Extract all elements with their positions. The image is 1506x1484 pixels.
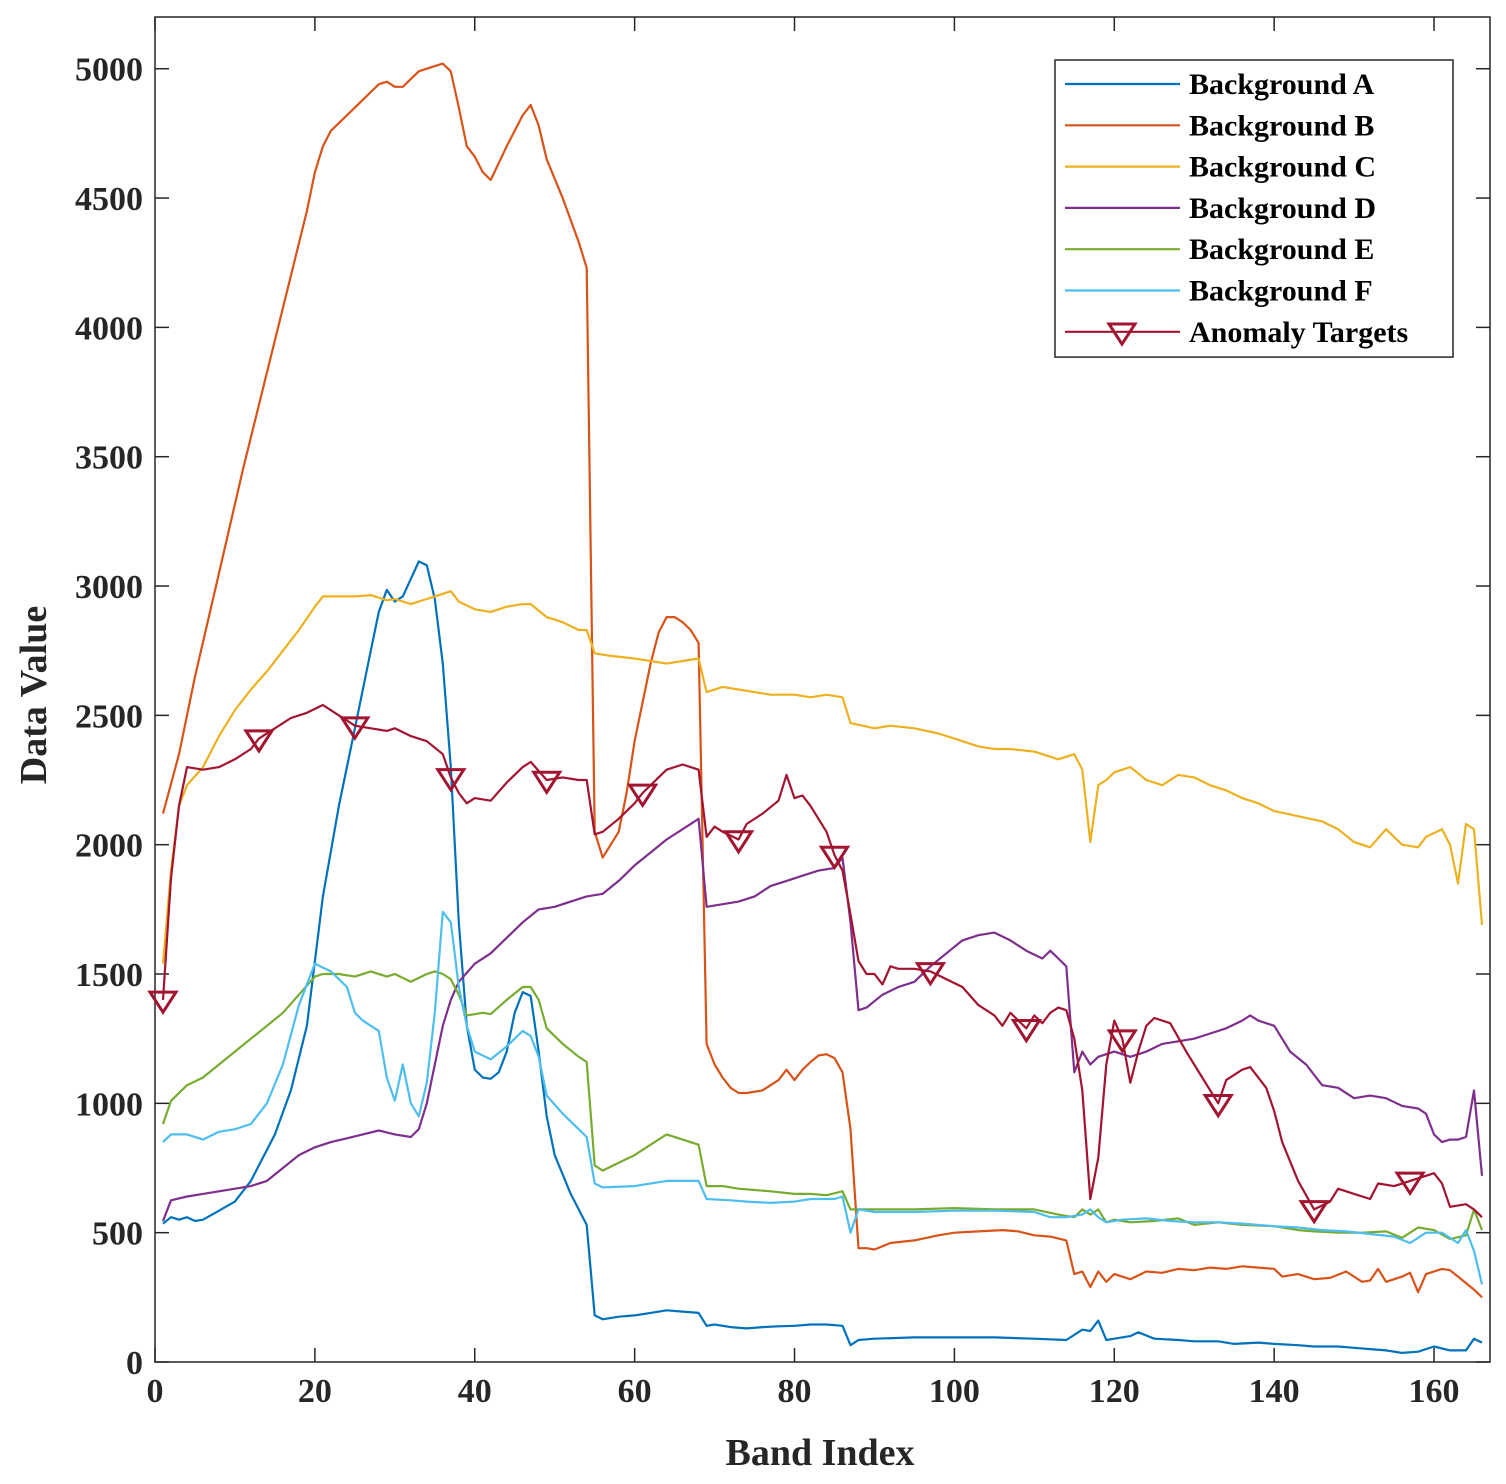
series-line-background-a bbox=[162, 560, 1483, 1354]
legend-label-background-b: Background B bbox=[1189, 109, 1374, 142]
y-tick-label: 2000 bbox=[75, 828, 143, 865]
x-tick-label: 140 bbox=[1249, 1373, 1300, 1410]
anomaly-marker bbox=[1202, 1094, 1234, 1119]
x-tick-label: 40 bbox=[458, 1373, 492, 1410]
anomaly-marker bbox=[1394, 1171, 1426, 1197]
y-tick-label: 500 bbox=[92, 1216, 143, 1253]
anomaly-marker bbox=[1106, 1029, 1139, 1054]
legend-label-background-c: Background C bbox=[1189, 151, 1376, 184]
anomaly-marker bbox=[147, 990, 179, 1015]
y-tick-label: 0 bbox=[126, 1345, 143, 1382]
anomaly-marker bbox=[626, 783, 659, 809]
series-line-background-d bbox=[161, 817, 1484, 1222]
legend-label-background-e: Background E bbox=[1189, 233, 1374, 266]
legend-label-background-d: Background D bbox=[1189, 192, 1376, 225]
series-line-background-c bbox=[161, 590, 1484, 964]
anomaly-marker bbox=[1010, 1019, 1043, 1044]
series-line-anomaly-targets bbox=[161, 703, 1483, 1218]
anomaly-marker bbox=[722, 830, 755, 855]
x-tick-label: 160 bbox=[1409, 1373, 1460, 1410]
legend-label-background-f: Background F bbox=[1189, 275, 1373, 308]
axes-box bbox=[154, 16, 1491, 1363]
y-tick-label: 3500 bbox=[75, 440, 143, 477]
y-tick-label: 4500 bbox=[75, 181, 143, 218]
anomaly-marker bbox=[530, 770, 563, 796]
anomaly-marker bbox=[435, 768, 467, 793]
x-tick-label: 60 bbox=[618, 1373, 652, 1410]
x-tick-label: 120 bbox=[1089, 1373, 1140, 1410]
anomaly-marker bbox=[339, 716, 371, 741]
x-tick-label: 100 bbox=[929, 1373, 980, 1410]
series-line-background-b bbox=[161, 62, 1483, 1299]
series-line-background-f bbox=[162, 910, 1484, 1285]
y-tick-label: 5000 bbox=[75, 52, 143, 89]
x-tick-label: 0 bbox=[147, 1373, 164, 1410]
series-group bbox=[161, 62, 1484, 1354]
y-tick-label: 1500 bbox=[75, 957, 143, 994]
legend-label-anomaly-targets: Anomaly Targets bbox=[1189, 316, 1408, 349]
x-axis-title: Band Index bbox=[725, 1432, 914, 1474]
y-tick-label: 1000 bbox=[75, 1086, 143, 1123]
legend: Background A Background B Background C Back… bbox=[1054, 59, 1454, 358]
anomaly-marker bbox=[914, 962, 947, 987]
legend-label-background-a: Background A bbox=[1189, 68, 1375, 101]
x-tick-label: 20 bbox=[298, 1373, 332, 1410]
y-axis-title: Data Value bbox=[13, 606, 55, 784]
y-tick-label: 3000 bbox=[75, 569, 143, 606]
anomaly-marker bbox=[1298, 1200, 1330, 1225]
y-tick-label: 2500 bbox=[75, 698, 143, 735]
anomaly-marker bbox=[818, 845, 851, 871]
y-tick-label: 4000 bbox=[75, 310, 143, 347]
legend-marker bbox=[1106, 322, 1138, 347]
anomaly-marker bbox=[243, 729, 275, 754]
x-tick-label: 80 bbox=[778, 1373, 812, 1410]
plot-area: 0 20 40 60 80 100 120 140 160 0 500 1000 1500 2000 250… bbox=[75, 16, 1491, 1410]
